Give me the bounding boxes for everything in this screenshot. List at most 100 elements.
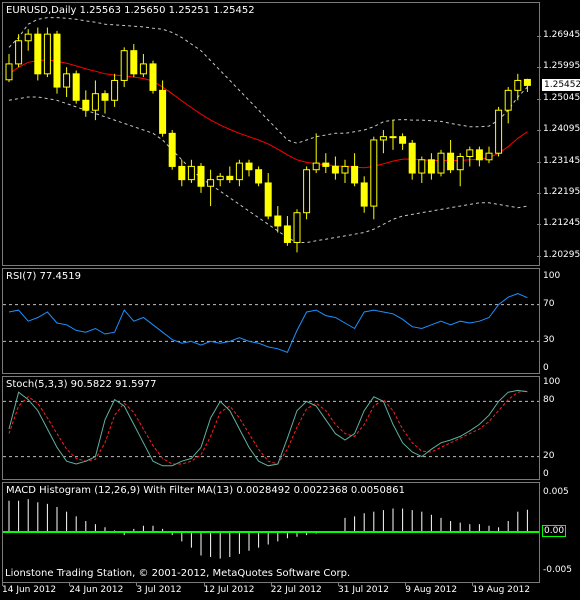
candle-bearish <box>264 182 272 217</box>
price-axis: 1.25452 1.26945 1.25995 1.25045 1.24095 1.23… <box>537 2 580 266</box>
candle-bearish <box>447 152 455 171</box>
candle-bearish <box>53 33 61 88</box>
candle-bullish <box>187 165 195 181</box>
candle-bearish <box>178 165 186 181</box>
candle-bearish <box>101 93 109 101</box>
date-tick-label: 3 Jul 2012 <box>136 585 182 595</box>
candle-bullish <box>456 155 464 171</box>
price-chart-title: EURUSD,Daily 1.25563 1.25650 1.25251 1.2… <box>6 5 255 16</box>
candle-bullish <box>495 109 503 154</box>
date-tick-mark <box>69 583 71 586</box>
copyright-footer: Lionstone Trading Station, © 2001-2012, … <box>5 568 351 579</box>
candle-bearish <box>427 159 435 174</box>
rsi-axis: 100 70 30 0 <box>541 268 580 374</box>
candle-bullish <box>437 152 445 174</box>
price-tick-label: 1.23145 <box>543 155 580 166</box>
macd-title: MACD Histogram (12,26,9) With Filter MA(… <box>6 485 405 496</box>
price-tick-label: 1.21245 <box>543 218 580 229</box>
candle-bearish <box>408 142 416 174</box>
date-tick-label: 12 Jul 2012 <box>203 585 255 595</box>
candle-bearish <box>226 175 234 181</box>
stochastic-title: Stoch(5,3,3) 90.5822 91.5977 <box>6 379 157 390</box>
date-tick-mark <box>270 583 272 586</box>
date-tick-mark <box>472 583 474 586</box>
date-tick-label: 19 Aug 2012 <box>472 585 531 595</box>
macd-tick-label: 0.005 <box>543 486 569 497</box>
candle-bullish <box>91 93 99 111</box>
price-tick-label: 1.25995 <box>543 61 580 72</box>
rsi-title: RSI(7) 77.4519 <box>6 271 81 282</box>
candle-bearish <box>159 89 167 134</box>
price-tick-mark <box>537 161 541 163</box>
date-tick-label: 22 Jul 2012 <box>270 585 322 595</box>
candle-bullish <box>111 79 119 101</box>
candle-bearish <box>274 215 282 227</box>
rsi-pane[interactable]: RSI(7) 77.4519 <box>2 268 540 374</box>
price-tick-mark <box>537 35 541 37</box>
candle-bearish <box>197 165 205 187</box>
candle-bullish <box>341 165 349 174</box>
candle-bullish <box>43 33 51 75</box>
candle-bearish <box>168 132 176 167</box>
candle-bearish <box>322 162 330 167</box>
rsi-tick-label: 70 <box>543 298 555 309</box>
stochastic-canvas <box>3 389 539 467</box>
price-tick-label: 1.24095 <box>543 124 580 135</box>
candle-bullish <box>139 63 147 75</box>
date-tick-mark <box>2 583 3 586</box>
stochastic-pane[interactable]: Stoch(5,3,3) 90.5822 91.5977 <box>2 376 540 480</box>
price-tick-label: 1.25045 <box>543 92 580 103</box>
rsi-tick-label: 100 <box>543 271 561 281</box>
bollinger-lower-band <box>8 96 528 243</box>
candle-bearish <box>523 78 531 86</box>
candle-bullish <box>216 175 224 181</box>
stochastic-tick-label: 20 <box>543 450 555 461</box>
price-chart-pane[interactable]: EURUSD,Daily 1.25563 1.25650 1.25251 1.2… <box>2 2 540 266</box>
candle-bearish <box>245 162 253 171</box>
candle-bullish <box>63 73 71 88</box>
candle-bearish <box>283 225 291 243</box>
stochastic-tick-label: 0 <box>543 469 549 479</box>
price-tick-mark <box>537 224 541 226</box>
price-tick-mark <box>537 193 541 195</box>
price-tick-mark <box>537 255 541 257</box>
price-tick-label: 1.26945 <box>543 29 580 40</box>
candle-bullish <box>370 139 378 207</box>
date-tick-label: 14 Jun 2012 <box>2 585 57 595</box>
date-tick-mark <box>203 583 205 586</box>
price-tick-mark <box>537 67 541 69</box>
stochastic-main-line <box>8 389 528 467</box>
date-tick-label: 24 Jun 2012 <box>69 585 124 595</box>
rsi-tick-label: 0 <box>543 363 549 373</box>
date-axis: 14 Jun 2012 24 Jun 2012 3 Jul 2012 12 Jul 2… <box>0 583 580 600</box>
candle-bullish <box>24 33 32 42</box>
candle-bullish <box>303 169 311 214</box>
date-tick-mark <box>338 583 339 586</box>
date-tick-label: 9 Aug 2012 <box>405 585 458 595</box>
current-price-label: 1.25452 <box>542 79 580 92</box>
candle-bearish <box>331 165 339 174</box>
bollinger-upper-band <box>8 17 528 144</box>
candle-bearish <box>72 73 80 101</box>
macd-tick-label: -0.005 <box>543 565 573 576</box>
candle-bullish <box>504 89 512 111</box>
price-tick-label: 1.22195 <box>543 187 580 198</box>
candle-bearish <box>130 50 138 75</box>
moving-average-line <box>8 59 528 169</box>
macd-canvas <box>3 499 539 559</box>
candle-bearish <box>255 169 263 184</box>
rsi-line <box>8 293 528 354</box>
candle-bullish <box>466 149 474 157</box>
candle-bullish <box>312 162 320 171</box>
price-tick-mark <box>537 98 541 100</box>
candle-bullish <box>5 63 13 81</box>
stochastic-tick-label: 80 <box>543 395 555 406</box>
rsi-canvas <box>3 293 539 354</box>
macd-pane[interactable]: MACD Histogram (12,26,9) With Filter MA(… <box>2 482 540 583</box>
candle-bullish <box>485 152 493 161</box>
candle-bullish <box>418 159 426 174</box>
candle-bearish <box>475 149 483 161</box>
date-tick-label: 31 Jul 2012 <box>338 585 389 595</box>
rsi-tick-label: 30 <box>543 335 555 346</box>
date-tick-mark <box>136 583 138 586</box>
